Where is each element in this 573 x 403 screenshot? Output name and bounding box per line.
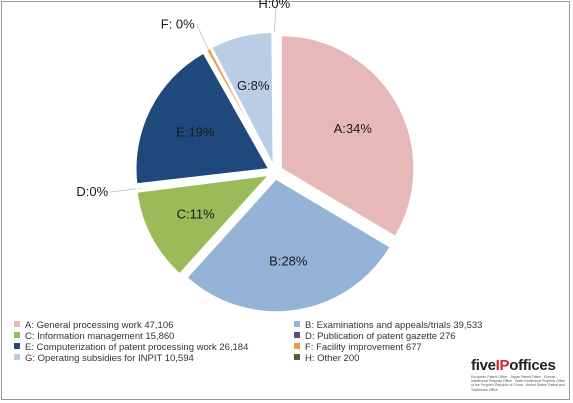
legend-label-d: D: Publication of patent gazette 276 [305, 331, 456, 342]
slice-label-a: A:34% [334, 121, 373, 136]
leader-line-h [273, 3, 277, 33]
logo-title: fiveIPoffices [471, 357, 567, 374]
legend-swatch-d [294, 332, 300, 338]
legend-swatch-f [294, 343, 300, 349]
legend-label-g: G: Operating subsidies for INPIT 10,594 [25, 353, 194, 364]
logo-highlight: IP [495, 357, 510, 374]
legend-label-c: C: Information management 15,860 [25, 331, 175, 342]
slice-label-b: B:28% [269, 253, 308, 268]
legend-label-h: H: Other 200 [305, 353, 360, 364]
legend-item-g: G: Operating subsidies for INPIT 10,594 [14, 353, 194, 364]
legend-label-f: F: Facility improvement 677 [305, 342, 422, 353]
legend-item-c: C: Information management 15,860 [14, 331, 174, 342]
legend-swatch-a [14, 321, 20, 327]
legend-item-h: H: Other 200 [294, 353, 359, 364]
legend-label-a: A: General processing work 47,106 [25, 320, 174, 331]
pie-slice-e [135, 51, 270, 185]
legend-swatch-e [14, 343, 20, 349]
slice-label-e: E:19% [176, 124, 215, 139]
pie-slice-h [273, 31, 276, 166]
logo-prefix: five [471, 357, 496, 374]
pie-slice-g [210, 31, 275, 166]
slice-label-h: H:0% [258, 0, 290, 11]
legend-item-f: F: Facility improvement 677 [294, 342, 422, 353]
leader-line-f [196, 24, 209, 50]
legend-item-d: D: Publication of patent gazette 276 [294, 331, 456, 342]
legend-swatch-g [14, 354, 20, 360]
slice-label-g: G:8% [237, 78, 270, 93]
logo-subtitle: European Patent Office · Japan Patent Of… [471, 375, 566, 392]
logo-suffix: offices [509, 357, 556, 374]
slice-label-f: F: 0% [161, 16, 195, 31]
pie-slice-a [280, 34, 415, 238]
pie-slice-b [185, 177, 392, 313]
five-ip-offices-logo: fiveIPoffices European Patent Office · J… [471, 357, 567, 392]
legend-label-e: E: Computerization of patent processing … [25, 342, 249, 353]
legend-label-b: B: Examinations and appeals/trials 39,53… [305, 320, 483, 331]
legend-item-a: A: General processing work 47,106 [14, 320, 173, 331]
slice-label-d: D:0% [76, 184, 108, 199]
slice-label-c: C:11% [177, 206, 215, 221]
leader-line-d [110, 188, 137, 193]
legend-item-b: B: Examinations and appeals/trials 39,53… [294, 320, 482, 331]
legend-swatch-h [294, 354, 300, 360]
legend-swatch-c [14, 332, 20, 338]
legend-item-e: E: Computerization of patent processing … [14, 342, 248, 353]
pie-slice-c [136, 174, 271, 275]
legend-swatch-b [294, 321, 300, 327]
